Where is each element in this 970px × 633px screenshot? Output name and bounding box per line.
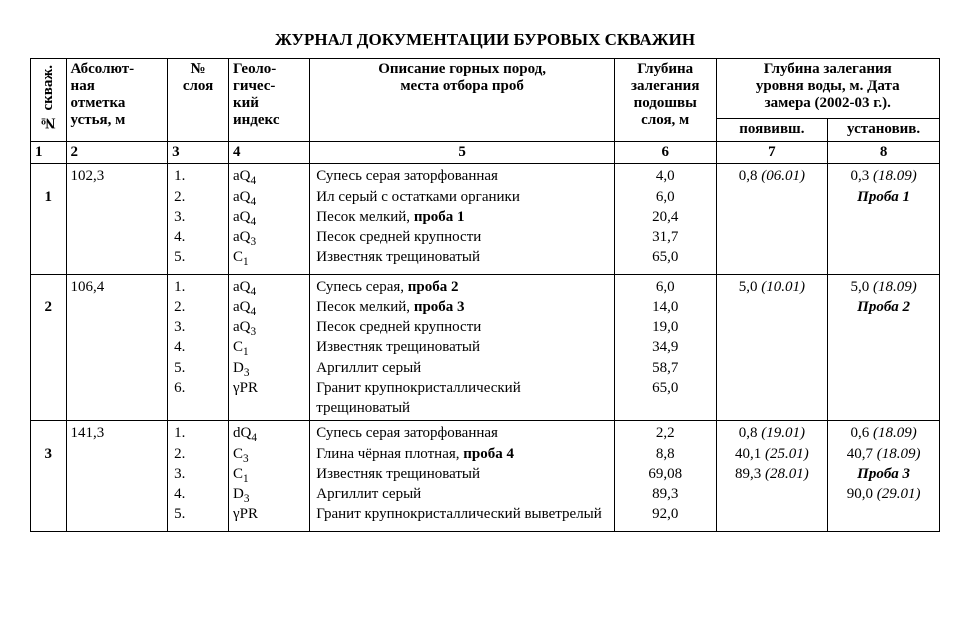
- rock-description: Супесь серая заторфованнаяГлина чёрная п…: [310, 421, 615, 531]
- page-title: ЖУРНАЛ ДОКУМЕНТАЦИИ БУРОВЫХ СКВАЖИН: [30, 30, 940, 50]
- header-col7: появивш.: [716, 118, 828, 142]
- colnum-5: 5: [310, 142, 615, 164]
- header-col5: Описание горных пород,места отбора проб: [310, 59, 615, 142]
- geo-index: aQ4aQ4aQ3C1D3γPR: [229, 274, 310, 421]
- table-row: 1102,31.2.3.4.5.aQ4aQ4aQ4aQ3C1Супесь сер…: [31, 164, 940, 274]
- water-appeared: 0,8 (06.01): [716, 164, 828, 274]
- colnum-6: 6: [614, 142, 716, 164]
- absolute-mark: 102,3: [66, 164, 168, 274]
- header-col2: Абсолют-наяотметкаустья, м: [66, 59, 168, 142]
- water-appeared: 0,8 (19.01)40,1 (25.01)89,3 (28.01): [716, 421, 828, 531]
- geo-index: aQ4aQ4aQ4aQ3C1: [229, 164, 310, 274]
- table-row: 3141,31.2.3.4.5.dQ4C3C1D3γPRСупесь серая…: [31, 421, 940, 531]
- absolute-mark: 106,4: [66, 274, 168, 421]
- water-established: 0,3 (18.09)Проба 1: [828, 164, 940, 274]
- header-col8: установив.: [828, 118, 940, 142]
- rock-description: Супесь серая заторфованнаяИл серый с ост…: [310, 164, 615, 274]
- rock-description: Супесь серая, проба 2Песок мелкий, проба…: [310, 274, 615, 421]
- colnum-3: 3: [168, 142, 229, 164]
- header-col3: №слоя: [168, 59, 229, 142]
- layer-depth: 4,06,020,431,765,0: [614, 164, 716, 274]
- borehole-table: № скваж. Абсолют-наяотметкаустья, м №сло…: [30, 58, 940, 532]
- water-established: 5,0 (18.09)Проба 2: [828, 274, 940, 421]
- colnum-7: 7: [716, 142, 828, 164]
- header-col6: Глубиназалеганияподошвыслоя, м: [614, 59, 716, 142]
- colnum-1: 1: [31, 142, 67, 164]
- layer-depth: 6,014,019,034,958,765,0: [614, 274, 716, 421]
- table-body: 1102,31.2.3.4.5.aQ4aQ4aQ4aQ3C1Супесь сер…: [31, 164, 940, 531]
- water-appeared: 5,0 (10.01): [716, 274, 828, 421]
- colnum-2: 2: [66, 142, 168, 164]
- geo-index: dQ4C3C1D3γPR: [229, 421, 310, 531]
- colnum-4: 4: [229, 142, 310, 164]
- borehole-number: 1: [31, 164, 67, 274]
- header-col78: Глубина залеганияуровня воды, м. Датазам…: [716, 59, 940, 119]
- borehole-number: 3: [31, 421, 67, 531]
- layer-depth: 2,28,869,0889,392,0: [614, 421, 716, 531]
- colnum-8: 8: [828, 142, 940, 164]
- layer-numbers: 1.2.3.4.5.: [168, 421, 229, 531]
- header-col4: Геоло-гичес-кийиндекс: [229, 59, 310, 142]
- borehole-number: 2: [31, 274, 67, 421]
- layer-numbers: 1.2.3.4.5.: [168, 164, 229, 274]
- header-col1: № скваж.: [31, 59, 67, 142]
- layer-numbers: 1.2.3.4.5.6.: [168, 274, 229, 421]
- absolute-mark: 141,3: [66, 421, 168, 531]
- water-established: 0,6 (18.09)40,7 (18.09)Проба 390,0 (29.0…: [828, 421, 940, 531]
- table-row: 2106,41.2.3.4.5.6.aQ4aQ4aQ3C1D3γPRСупесь…: [31, 274, 940, 421]
- column-number-row: 12345678: [31, 142, 940, 164]
